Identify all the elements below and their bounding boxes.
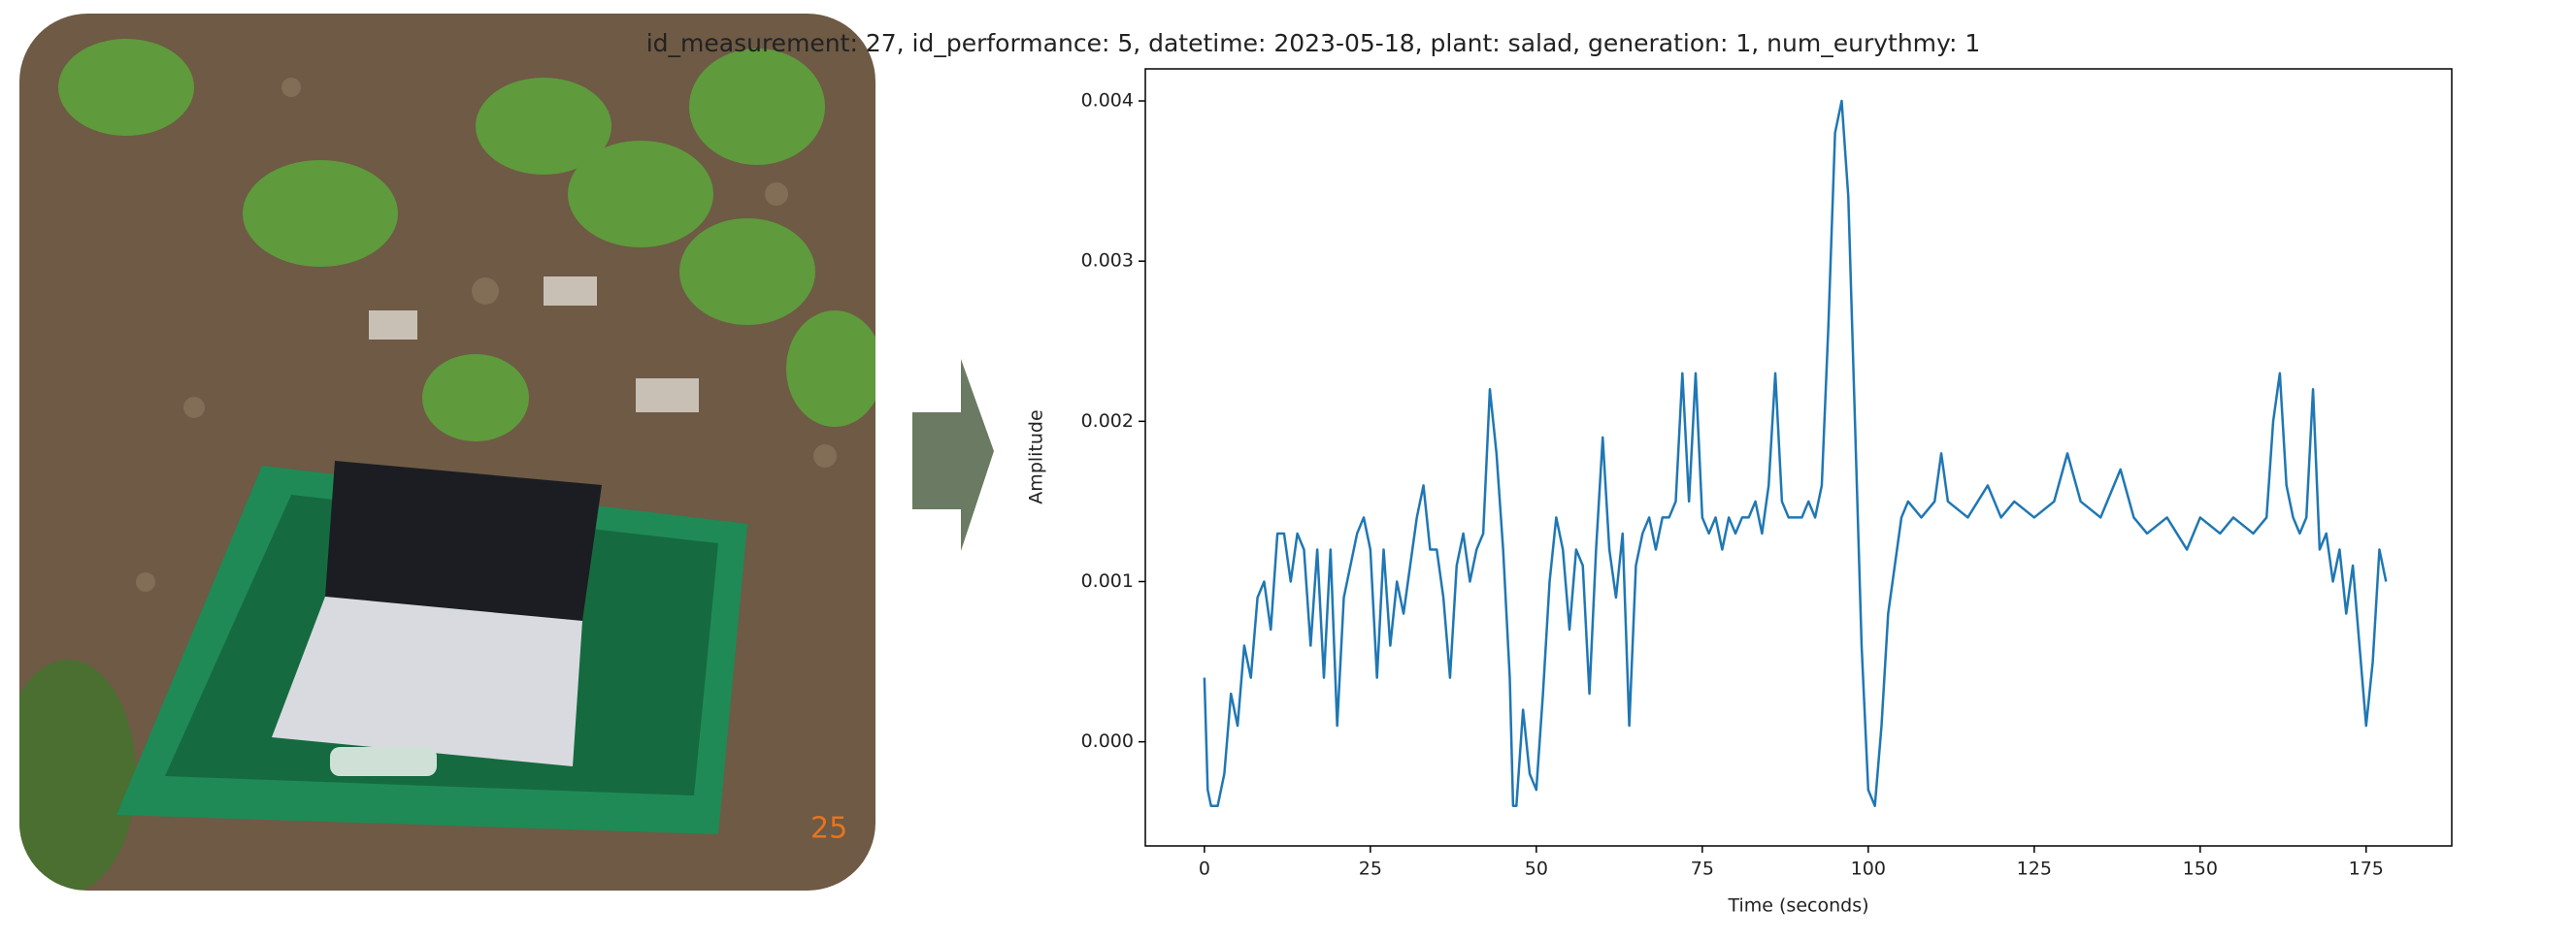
y-axis-label: Amplitude [1026, 409, 1047, 503]
x-tick-label: 100 [1851, 859, 1886, 880]
x-tick-label: 25 [1359, 859, 1382, 880]
y-tick-label: 0.003 [1081, 250, 1134, 272]
y-tick-label: 0.002 [1081, 410, 1134, 432]
signal-line [1203, 99, 2388, 807]
x-axis-label: Time (seconds) [1727, 895, 1868, 917]
plot-frame [1144, 68, 2453, 847]
x-tick-label: 175 [2349, 859, 2384, 880]
x-tick-label: 75 [1691, 859, 1714, 880]
y-tick-label: 0.000 [1081, 730, 1134, 752]
chart-title: id_measurement: 27, id_performance: 5, d… [646, 29, 1981, 57]
x-tick-label: 125 [2017, 859, 2052, 880]
y-tick-label: 0.004 [1081, 90, 1134, 112]
x-tick-label: 50 [1525, 859, 1548, 880]
date-stamp: 25 [810, 812, 847, 846]
x-tick-label: 150 [2183, 859, 2218, 880]
x-tick-label: 0 [1199, 859, 1210, 880]
y-tick-label: 0.001 [1081, 570, 1134, 592]
field-photo: 25 [19, 14, 875, 891]
arrow [912, 359, 994, 551]
